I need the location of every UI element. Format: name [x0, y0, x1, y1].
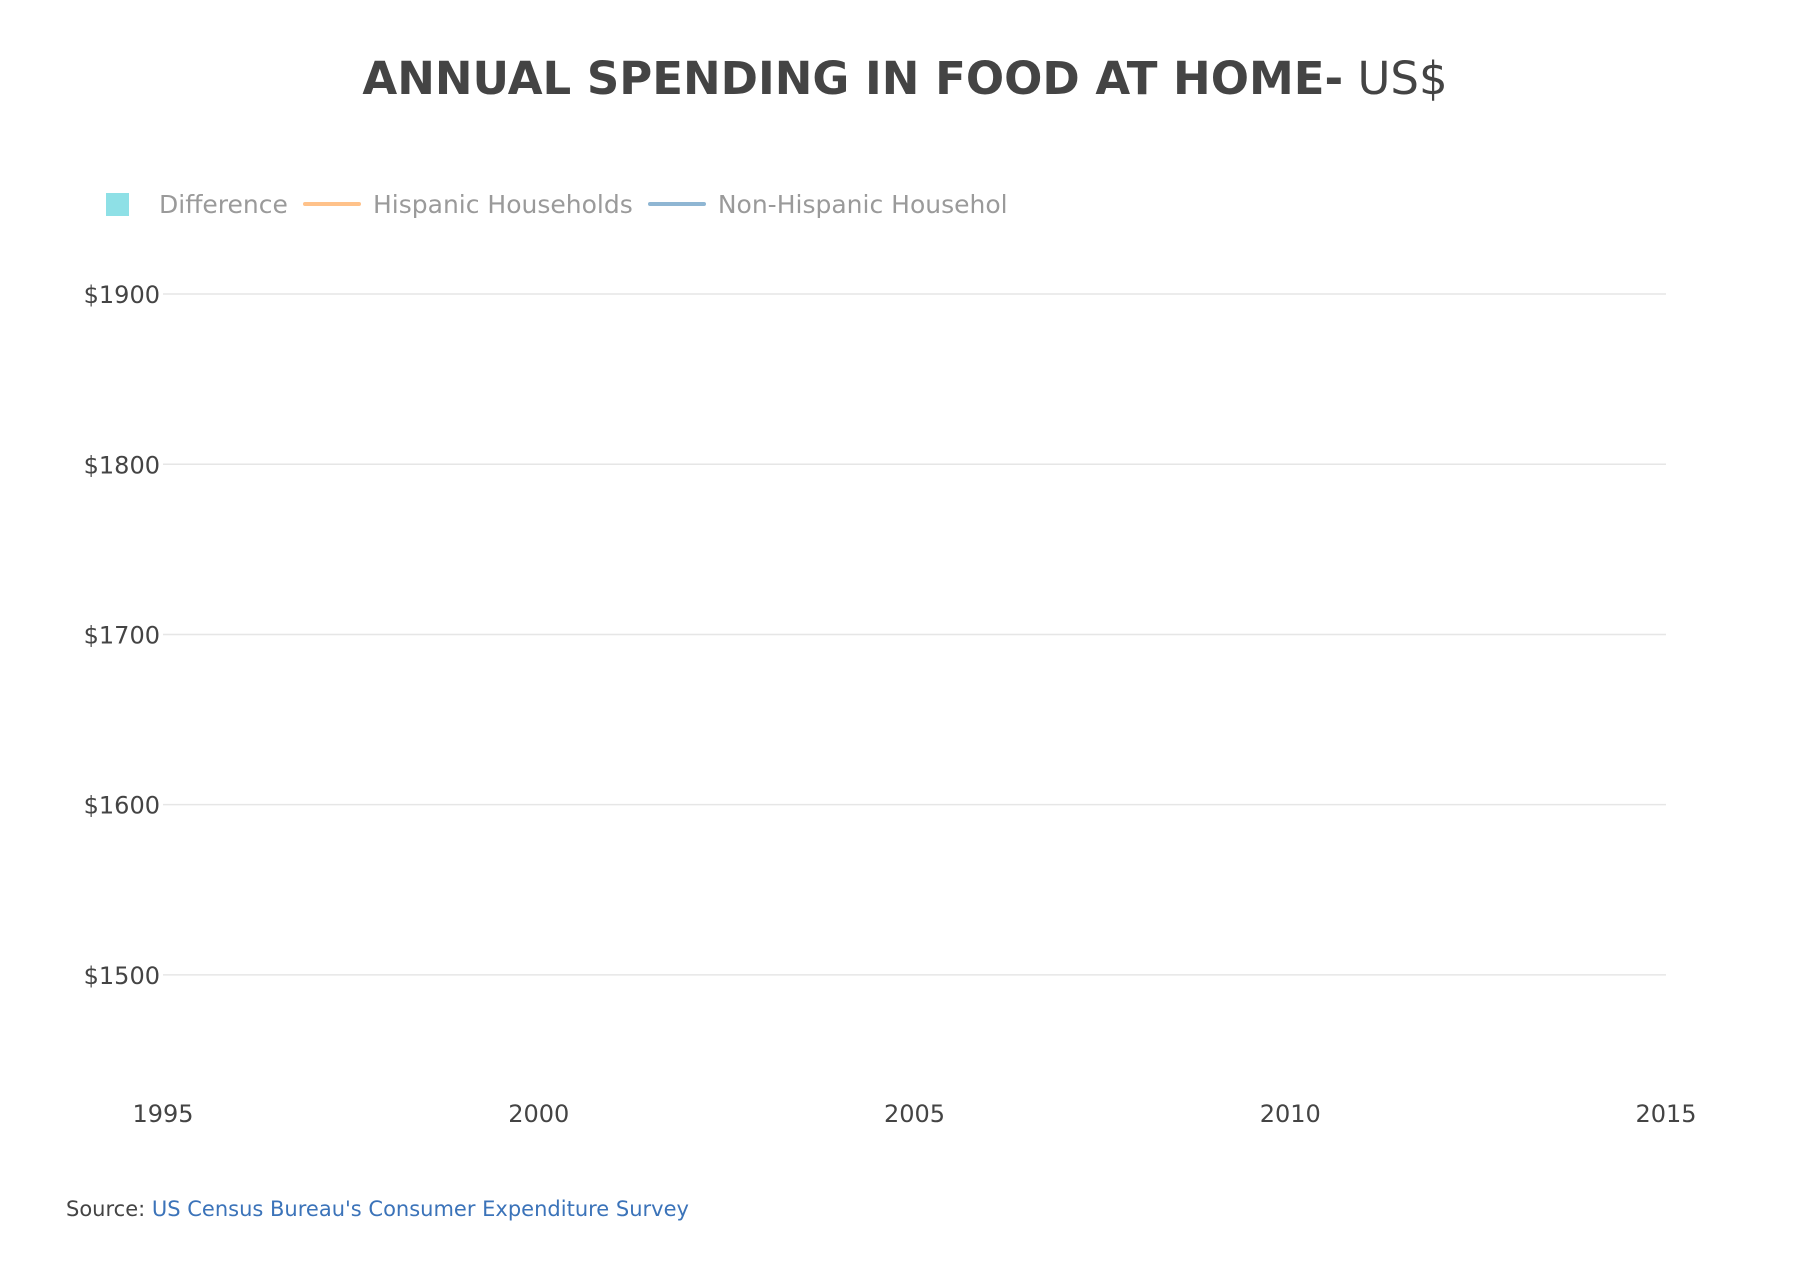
- x-axis-tick-labels: 1995 2000 2005 2010 2015: [132, 1100, 1696, 1128]
- legend-swatch-difference: [106, 192, 129, 216]
- chart-title-main: ANNUAL SPENDING IN FOOD AT HOME-: [362, 52, 1344, 105]
- x-tick-label-2015: 2015: [1635, 1100, 1696, 1128]
- y-tick-label-1900: $1900: [84, 281, 160, 309]
- y-axis-tick-labels: $1500 $1600 $1700 $1800 $1900: [84, 281, 160, 990]
- source-link[interactable]: US Census Bureau's Consumer Expenditure …: [151, 1197, 689, 1221]
- y-tick-label-1600: $1600: [84, 792, 160, 820]
- x-tick-label-1995: 1995: [132, 1100, 193, 1128]
- grid-layer: [163, 293, 1666, 976]
- y-tick-label-1700: $1700: [84, 621, 160, 649]
- source-note: Source: US Census Bureau's Consumer Expe…: [66, 1197, 689, 1221]
- legend-item-hispanic[interactable]: Hispanic Households: [302, 178, 633, 230]
- legend: Difference Hispanic Households Non-Hispa…: [96, 178, 1006, 230]
- legend-label-difference: Difference: [159, 189, 288, 219]
- legend-swatch-non-hispanic: [647, 202, 706, 206]
- x-tick-label-2010: 2010: [1260, 1100, 1321, 1128]
- legend-swatch-hispanic: [302, 202, 361, 206]
- x-tick-label-2005: 2005: [884, 1100, 945, 1128]
- y-tick-label-1500: $1500: [84, 962, 160, 990]
- legend-item-difference[interactable]: Difference: [96, 178, 288, 230]
- source-label: Source:: [66, 1197, 152, 1221]
- legend-item-non-hispanic[interactable]: Non-Hispanic Households: [647, 178, 1006, 230]
- x-tick-label-2000: 2000: [508, 1100, 569, 1128]
- legend-label-hispanic: Hispanic Households: [372, 189, 633, 219]
- y-tick-label-1800: $1800: [84, 451, 160, 479]
- chart-title-unit: US$: [1343, 52, 1448, 105]
- legend-label-non-hispanic: Non-Hispanic Households: [717, 189, 1006, 219]
- chart-title: ANNUAL SPENDING IN FOOD AT HOME- US$: [0, 52, 1810, 105]
